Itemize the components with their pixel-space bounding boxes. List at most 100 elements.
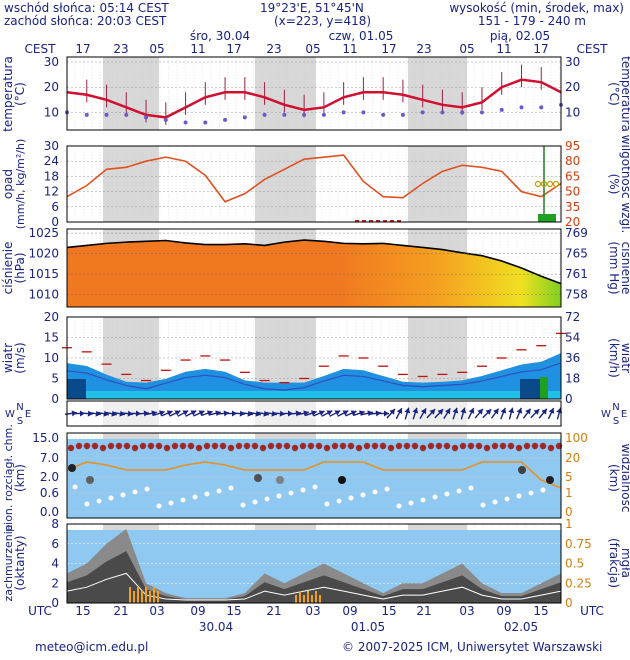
- wind-arrow-head: [206, 410, 213, 416]
- wind-arrow: [412, 407, 419, 420]
- dew-point: [203, 120, 208, 125]
- cloud-base-dot: [91, 442, 99, 450]
- cloud-top-dot: [324, 501, 330, 507]
- precip-tick-left: 24: [44, 154, 59, 168]
- wind-arrow-head: [485, 409, 492, 415]
- dew-point: [539, 105, 544, 110]
- wind-arrow-head: [143, 410, 149, 417]
- precip-mark: [355, 220, 359, 222]
- humidity-tick-right: 65: [565, 169, 580, 183]
- cloud-base-dot: [315, 442, 323, 450]
- cloud-base-dot: [363, 442, 371, 450]
- pressure-tick-right: 758: [565, 288, 588, 302]
- pressure-tick-left: 1025: [28, 226, 59, 240]
- cloud-base-dot: [219, 442, 227, 450]
- dew-point: [460, 110, 465, 115]
- dew-point: [519, 105, 524, 110]
- footer-email[interactable]: meteo@icm.edu.pl: [35, 640, 149, 654]
- precip-axis-label-left: opad: [1, 169, 15, 199]
- cloud-top-dot: [144, 486, 150, 492]
- dew-point: [84, 112, 89, 117]
- cloud-tick-left: 8: [51, 517, 59, 531]
- wind-arrow: [360, 410, 374, 417]
- cloud-base-dot: [379, 442, 387, 450]
- humidity-axis-label-right: wilgotność wzgl.: [619, 135, 630, 234]
- fog-tick-right: 1: [565, 517, 573, 531]
- cloud-top-dot: [360, 492, 366, 498]
- wind-arrow: [80, 410, 94, 417]
- cloud-base-dot: [387, 444, 395, 452]
- precip-mark: [376, 220, 380, 222]
- dew-point: [499, 107, 504, 112]
- dew-point: [341, 110, 346, 115]
- cloud-top-dot: [348, 495, 354, 501]
- hour-label-top: 05: [459, 42, 474, 56]
- fog-unit-right: (frakcja): [607, 538, 621, 588]
- cloud-base-dot: [203, 442, 211, 450]
- compass-w-right: W: [601, 409, 611, 420]
- wind-arrow: [419, 407, 427, 420]
- day-label-bottom: 30.04: [199, 620, 233, 634]
- panel-border: [66, 145, 562, 223]
- cloud-base-dot: [123, 442, 131, 450]
- compass-w-left: W: [5, 409, 15, 420]
- pressure-tick-right: 769: [565, 226, 588, 240]
- cloud-top-dot: [504, 496, 510, 502]
- cloud-base-dot: [403, 442, 411, 450]
- hour-label-bottom: 09: [190, 604, 205, 618]
- wind-arrow-head: [303, 410, 309, 417]
- wind-arrow: [161, 410, 173, 417]
- wind-arrow-head: [412, 407, 419, 414]
- timezone-bottom-right-label: UTC: [580, 604, 604, 618]
- precip-mark: [390, 220, 394, 222]
- temp-tick-right: 10: [565, 105, 580, 119]
- vis-tick-right: 5: [565, 470, 573, 484]
- night-band: [103, 57, 159, 130]
- cloud-top-dot: [120, 492, 126, 498]
- wind-arrow: [376, 410, 390, 417]
- wind-arrow-head: [318, 410, 325, 416]
- dew-point: [440, 110, 445, 115]
- precip-marker: [540, 180, 548, 188]
- vis-tick-left: 2.0: [40, 470, 59, 484]
- precip-tick-left: 18: [44, 169, 59, 183]
- wind-tick-left: 10: [44, 351, 59, 365]
- panel-border: [66, 228, 562, 308]
- wind-arrow-head: [533, 409, 540, 415]
- cloud-top-dot: [240, 502, 246, 508]
- panel-0: [67, 57, 561, 130]
- cloud-top-dot: [264, 496, 270, 502]
- cloud-top-dot: [456, 488, 462, 494]
- panel-border: [66, 400, 562, 427]
- dew-point: [223, 117, 228, 122]
- wind-arrow: [296, 410, 310, 417]
- wind-arrow-head: [444, 408, 451, 415]
- fog-tick-right: 0: [565, 596, 573, 610]
- cloud-base-dot: [419, 444, 427, 452]
- cloud-base-dot: [307, 442, 315, 450]
- cloud-base-dot: [411, 442, 419, 450]
- wind-arrow: [386, 408, 396, 419]
- temp-tick-left: 20: [44, 80, 59, 94]
- cloud-top-dot: [396, 503, 402, 509]
- wind-speed-area: [67, 353, 561, 399]
- wind-arrow-head: [548, 408, 555, 414]
- wind-axis-label-left: wiatr: [1, 343, 15, 373]
- sunset-text: zachód słońca: 20:03 CEST: [4, 14, 167, 28]
- wind-arrow: [482, 408, 492, 419]
- elevation-label: wysokość (min, środek, max): [449, 1, 624, 15]
- dew-point: [381, 112, 386, 117]
- low-cloud-dot: [546, 476, 554, 484]
- cloud-axis-label-left: zachmurzenie: [2, 524, 15, 601]
- panel-border: [66, 523, 562, 604]
- precip-tick-left: 12: [44, 185, 59, 199]
- compass-s-left: S: [17, 416, 23, 427]
- wind-tick-right: 0: [565, 392, 573, 406]
- precip-marker: [546, 180, 554, 188]
- cloud-base-dot: [275, 442, 283, 450]
- wind-arrow: [193, 410, 205, 417]
- dew-point: [302, 112, 307, 117]
- wind-arrow-head: [151, 410, 157, 417]
- cloud-base-dot: [171, 442, 179, 450]
- wind-arrow-head: [516, 407, 523, 414]
